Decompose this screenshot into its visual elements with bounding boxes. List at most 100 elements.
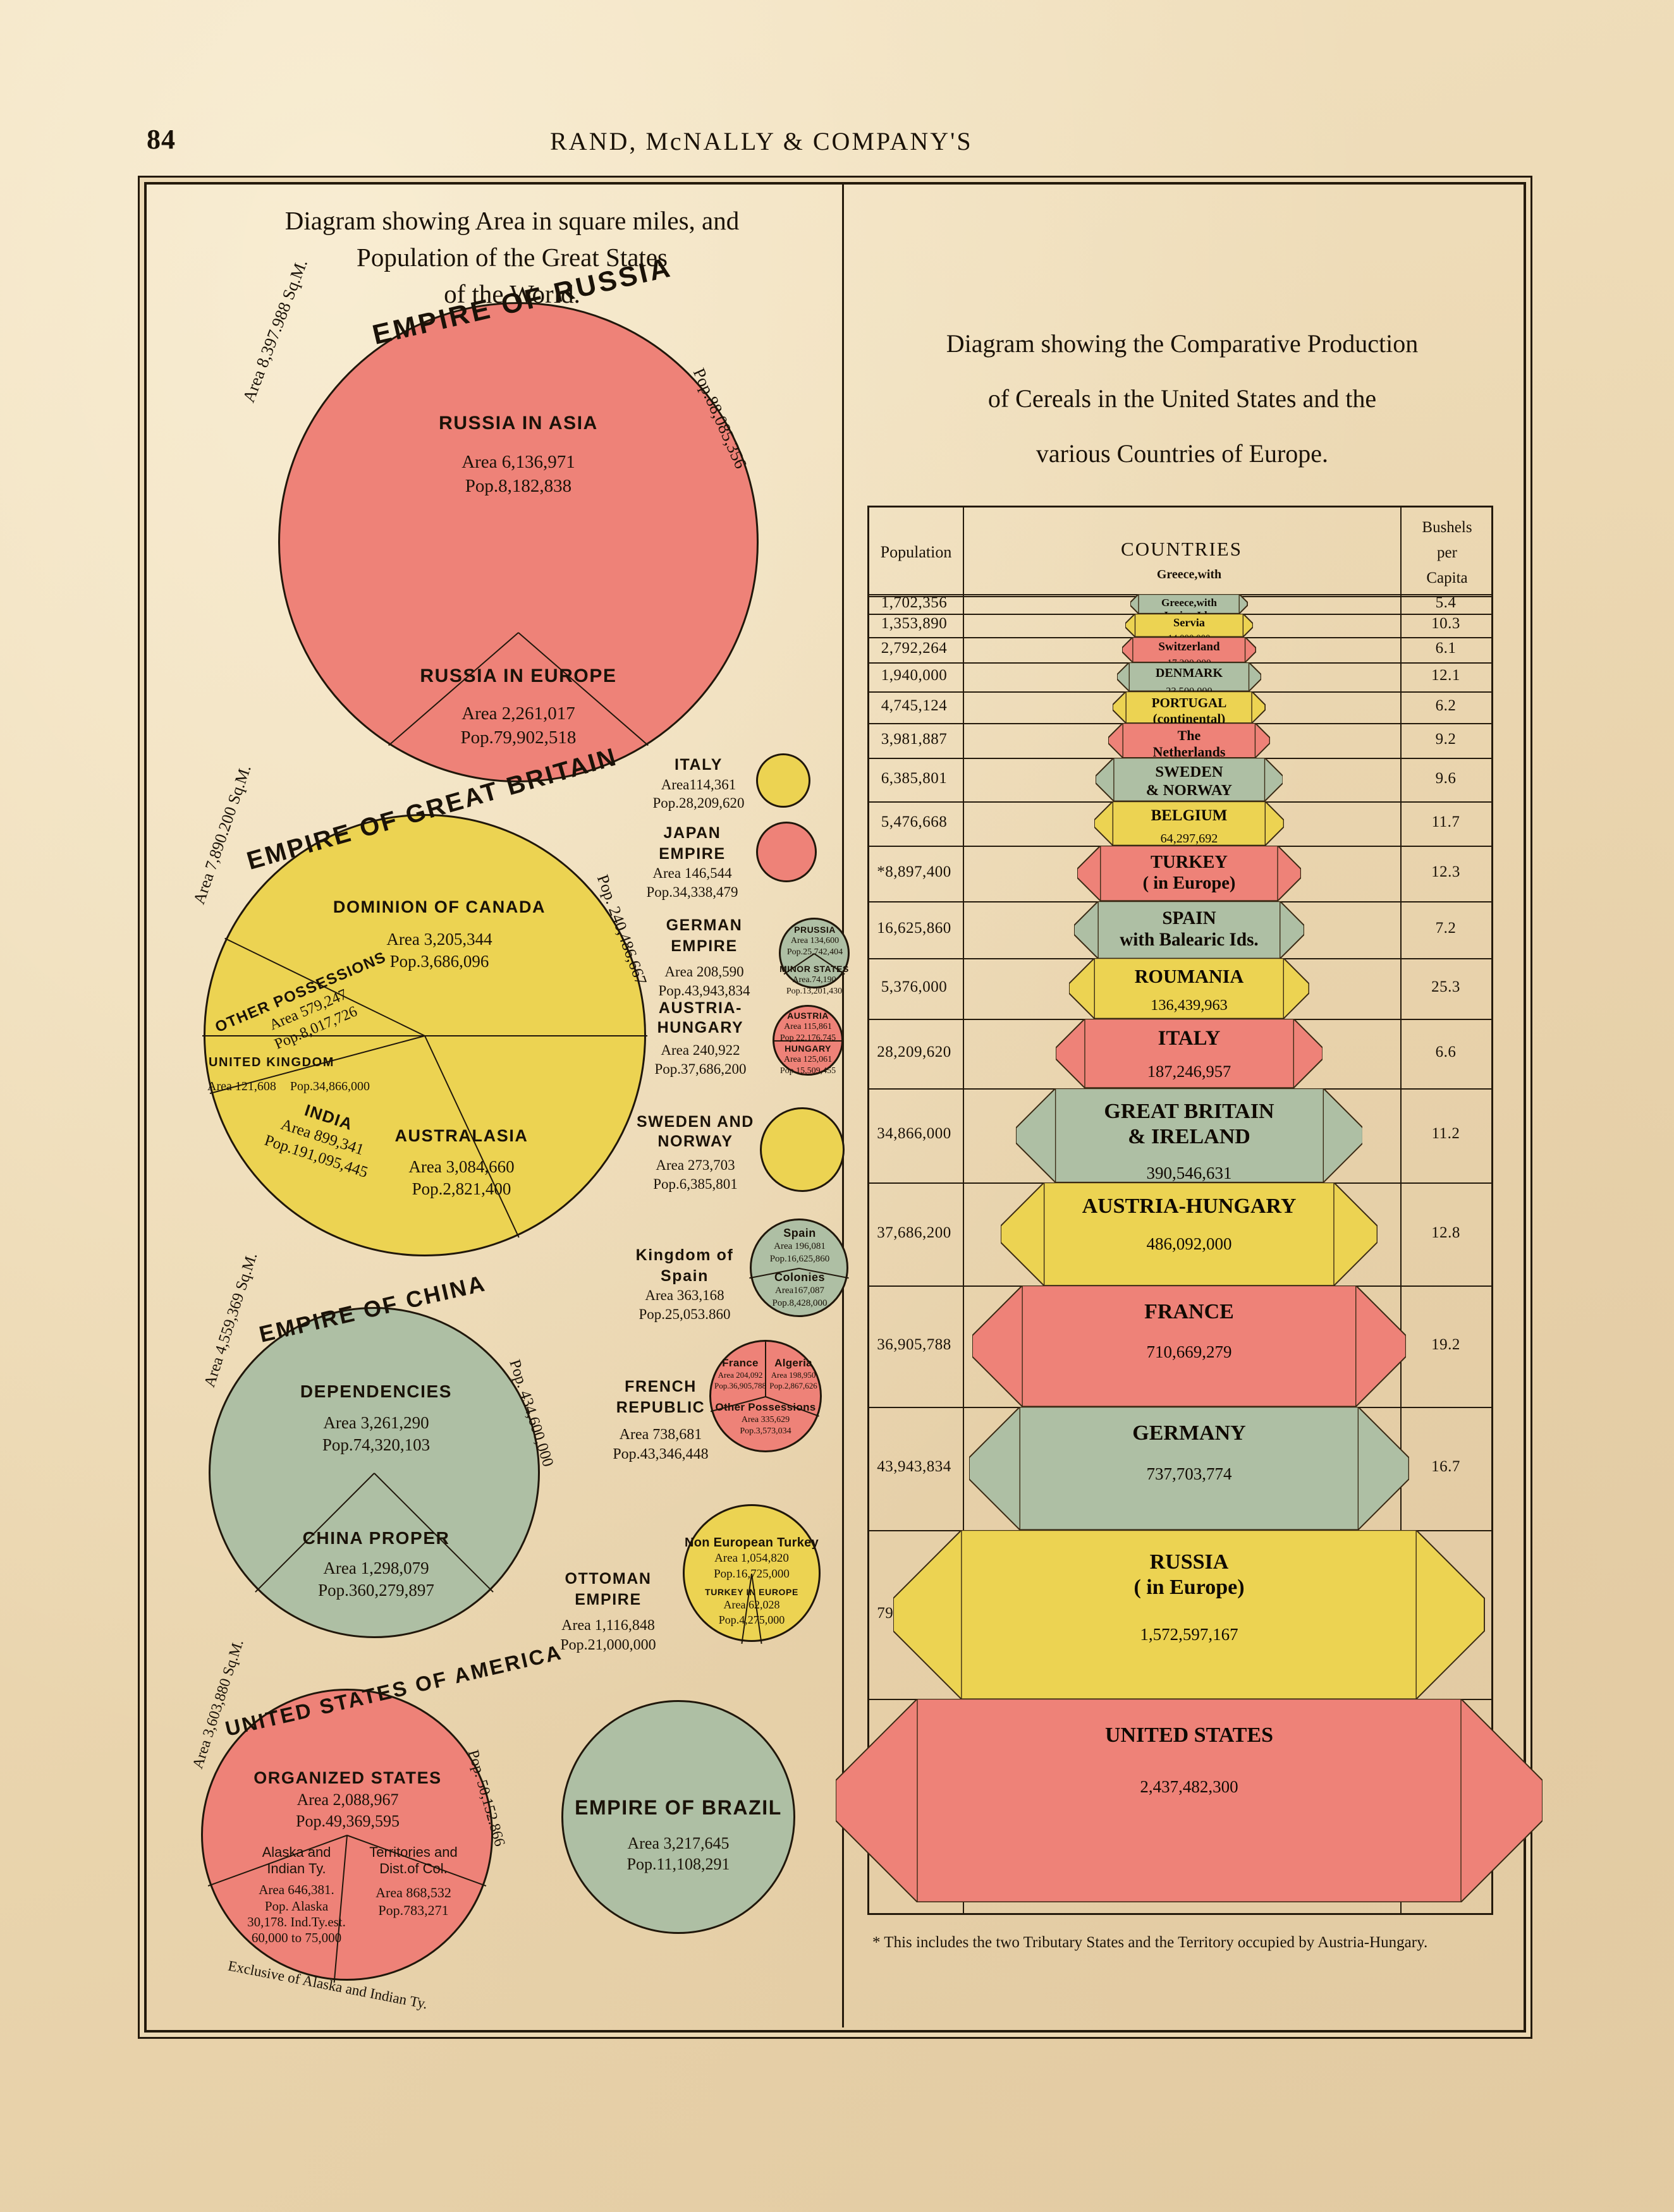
minor-states-area: Area.74,190 [792, 975, 836, 985]
pyramid-tier[interactable]: BELGIUM 64,297,692 [1094, 801, 1284, 846]
kingdom-of-spain-label: Kingdom of Spain Area 363,168 Pop.25,053… [612, 1245, 757, 1324]
pyramid-tier[interactable]: DENMARK23,500,000 [1117, 662, 1261, 697]
china-proper-area: Area 1,298,079 [323, 1559, 429, 1578]
tier-country-name: FRANCE [1144, 1300, 1234, 1324]
circle-sweden-and-norway[interactable] [760, 1107, 845, 1192]
tier-bushels-value: 2,437,482,300 [1140, 1777, 1238, 1797]
pyramid-tier[interactable]: TURKEY( in Europe)110,000,000 [1077, 846, 1301, 918]
united-kingdom-pop: Pop.34,866,000 [290, 1079, 370, 1093]
population-cell: 16,625,860 [877, 920, 951, 937]
ottoman-empire-pop: Pop.21,000,000 [560, 1637, 656, 1654]
bushels-per-capita-cell: 5.4 [1435, 593, 1457, 611]
pyramid-tier[interactable]: TheNetherlands36,725,900 [1108, 723, 1270, 778]
spain-colonies-name: Colonies [774, 1271, 825, 1284]
dependencies-area: Area 3,261,290 [323, 1413, 429, 1433]
circle-german-empire[interactable] [779, 918, 850, 988]
circle-ottoman-empire[interactable] [683, 1504, 821, 1642]
circle-italy[interactable] [756, 753, 810, 808]
algeria-label: Algeria Area 198,950 Pop.2,867,626 [766, 1356, 821, 1392]
france-segment-pop: Pop.36,905,788 [714, 1380, 766, 1390]
austria-name: AUSTRIA [787, 1011, 829, 1021]
brazil-label: EMPIRE OF BRAZIL Area 3,217,645 Pop.11,1… [563, 1795, 794, 1875]
australasia-name: AUSTRALASIA [394, 1126, 528, 1145]
circle-japan-empire[interactable] [756, 822, 817, 882]
turkey-in-europe-area: Area 62,028 [723, 1598, 780, 1612]
japan-label: JAPAN EMPIRE Area 146,544 Pop.34,338,479 [632, 823, 752, 902]
french-republic-pop: Pop.43,346,448 [613, 1446, 709, 1463]
france-segment-area: Area 204,092 [718, 1370, 763, 1380]
german-empire-name: GERMAN EMPIRE [666, 916, 743, 955]
pyramid-tier[interactable]: FRANCE 710,669,279 [972, 1285, 1406, 1407]
circle-kingdom-of-spain[interactable] [750, 1218, 848, 1317]
tier-country-name: & IRELAND [1128, 1124, 1250, 1148]
population-cell: 1,353,890 [881, 615, 948, 633]
spain-segment-pop: Pop.16,625,860 [769, 1253, 830, 1264]
prussia-name: PRUSSIA [794, 925, 836, 935]
organized-states-label: ORGANIZED STATES Area 2,088,967 Pop.49,3… [240, 1767, 455, 1832]
pyramid-tier[interactable]: ROUMANIA 136,439,963 [1069, 958, 1309, 1019]
column-header-bushels-1: Bushels [1422, 519, 1472, 536]
table-vline-right [1400, 507, 1402, 1913]
circle-united-states-of-america[interactable] [201, 1689, 493, 1981]
bushels-per-capita-cell: 7.2 [1435, 920, 1457, 937]
canada-label: DOMINION OF CANADA Area 3,205,344 Pop.3,… [316, 896, 563, 973]
pyramid-tier[interactable]: AUSTRIA-HUNGARY 486,092,000 [1001, 1182, 1378, 1286]
right-panel-title: Diagram showing the Comparative Producti… [860, 316, 1505, 482]
france-other-possessions-area: Area 335,629 [741, 1415, 790, 1425]
circle-empire-of-brazil[interactable] [561, 1700, 795, 1934]
circle-empire-of-russia[interactable] [278, 302, 759, 782]
tier-country-name: UNITED STATES [1104, 1723, 1274, 1747]
austria-pop: Pop 22,176,745 [779, 1033, 836, 1043]
russia-in-asia-label: RUSSIA IN ASIA Area 6,136,971 Pop.8,182,… [398, 411, 638, 498]
pyramid-tier[interactable]: ITALY 187,246,957 [1055, 1019, 1323, 1088]
austria-hungary-name: AUSTRIA- HUNGARY [657, 999, 744, 1036]
tier-country-name: SWEDEN [1155, 763, 1223, 781]
italy-label: ITALY Area114,361 Pop.28,209,620 [645, 755, 752, 813]
bushels-per-capita-cell: 12.1 [1431, 666, 1460, 684]
pyramid-tier[interactable]: Greece,withIonian Ids.9,300,000 [1130, 594, 1248, 635]
pyramid-tier[interactable]: Servia14,000,000 [1125, 614, 1253, 643]
pyramid-tier[interactable]: RUSSIA( in Europe) 1,572,597,167 [893, 1529, 1485, 1699]
sweden-norway-pop: Pop.6,385,801 [653, 1176, 738, 1192]
kingdom-of-spain-pop: Pop.25,053.860 [638, 1306, 731, 1322]
territories-dc-pop: Pop.783,271 [378, 1902, 449, 1919]
tier-country-name: RUSSIA [1149, 1550, 1229, 1574]
tier-country-name: DENMARK [1155, 665, 1223, 680]
column-header-bushels-2: per [1437, 544, 1457, 561]
pyramid-tier[interactable]: Switzerland17,200,000 [1122, 636, 1256, 669]
alaska-indian-ty-name: Alaska and Indian Ty. [262, 1844, 331, 1877]
turkey-in-europe-pop: Pop.4,275,000 [718, 1613, 785, 1626]
column-header-bushels-3: Capita [1426, 569, 1468, 586]
population-cell: 1,702,356 [881, 593, 948, 611]
population-cell: 36,905,788 [877, 1336, 951, 1354]
china-proper-name: CHINA PROPER [302, 1528, 450, 1548]
tier-country-name: GREAT BRITAIN [1104, 1099, 1274, 1123]
spain-colonies-label: Colonies Area167,087 Pop.8,428,000 [752, 1270, 847, 1310]
france-segment-label: France Area 204,092 Pop.36,905,788 [713, 1356, 767, 1392]
bushels-per-capita-cell: 11.2 [1431, 1125, 1460, 1143]
german-empire-label: GERMAN EMPIRE Area 208,590 Pop.43,943,83… [633, 915, 775, 1000]
ottoman-empire-label: OTTOMAN EMPIRE Area 1,116,848 Pop.21,000… [530, 1569, 687, 1655]
austria-hungary-label: AUSTRIA- HUNGARY Area 240,922 Pop.37,686… [632, 999, 769, 1079]
gb-divider-1 [425, 1035, 647, 1036]
bushels-per-capita-cell: 6.1 [1435, 639, 1457, 657]
bushels-per-capita-cell: 9.6 [1435, 769, 1457, 787]
tier-country-name: AUSTRIA-HUNGARY [1082, 1194, 1297, 1218]
spain-segment-label: Spain Area 196,081 Pop.16,625,860 [752, 1226, 847, 1265]
japan-pop: Pop.34,338,479 [646, 884, 738, 900]
italy-area: Area114,361 [661, 776, 736, 793]
pyramid-tier[interactable]: UNITED STATES 2,437,482,300 [836, 1699, 1543, 1902]
france-segment-name: France [722, 1357, 759, 1369]
hungary-pop: Pop.15,509,455 [779, 1066, 836, 1076]
pyramid-tier[interactable]: PORTUGAL(continental)29,503,367 [1113, 691, 1266, 743]
russia-in-europe-area: Area 2,261,017 [461, 703, 575, 724]
right-title-line-2: of Cereals in the United States and the [987, 384, 1377, 413]
pyramid-tier[interactable]: GREAT BRITAIN & IRELAND 390,546,631 [1015, 1088, 1363, 1182]
organized-states-area: Area 2,088,967 [296, 1790, 399, 1809]
pyramid-tier[interactable]: GERMANY 737,703,774 [969, 1407, 1409, 1530]
column-header-population: Population [880, 543, 952, 561]
tier-country-name: Greece,with [1156, 568, 1222, 581]
pyramid-tier[interactable]: SWEDEN& NORWAY62,000,000 [1095, 758, 1283, 820]
sweden-norway-label: SWEDEN AND NORWAY Area 273,703 Pop.6,385… [632, 1112, 759, 1194]
